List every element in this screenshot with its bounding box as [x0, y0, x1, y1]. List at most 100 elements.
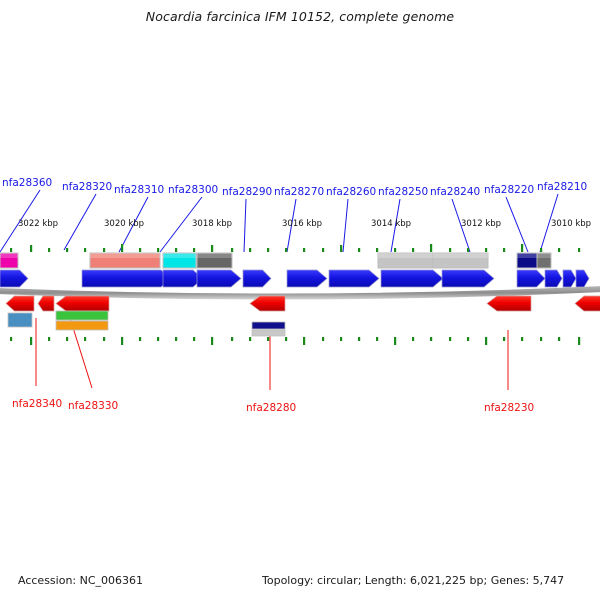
tick-mark	[103, 248, 106, 252]
tick-mark	[66, 248, 69, 252]
tick-mark	[157, 337, 160, 341]
gene-label-forward[interactable]: nfa28360	[2, 177, 53, 189]
gene-arrow-forward[interactable]	[441, 269, 495, 288]
tick-mark	[193, 248, 196, 252]
gene-label-forward[interactable]: nfa28270	[274, 186, 325, 198]
gene-arrow-reverse[interactable]	[37, 295, 55, 312]
tick-mark	[521, 337, 524, 341]
tick-mark	[558, 337, 561, 341]
domain-box-forward[interactable]	[432, 252, 489, 269]
gene-label-reverse[interactable]: nfa28330	[68, 400, 119, 412]
scale-tick-label: 3016 kbp	[282, 219, 323, 229]
domain-box-forward[interactable]	[536, 252, 552, 269]
gene-arrow-forward[interactable]	[562, 269, 577, 288]
gene-arrow-forward[interactable]	[242, 269, 272, 288]
leader-line-forward	[451, 198, 471, 253]
tick-marks-top	[10, 244, 581, 252]
tick-mark	[449, 248, 452, 252]
domain-box-highlight	[378, 253, 433, 258]
tick-mark	[358, 337, 361, 341]
tick-mark	[376, 248, 379, 252]
forward-domain-boxes[interactable]	[0, 252, 552, 269]
domain-box-forward[interactable]	[0, 252, 19, 269]
domain-box-forward[interactable]	[196, 252, 233, 269]
domain-box-highlight	[90, 253, 160, 258]
tick-mark	[139, 337, 142, 341]
tick-mark	[467, 337, 470, 341]
gene-arrow-reverse[interactable]	[249, 295, 286, 312]
domain-box-highlight	[197, 253, 232, 258]
gene-arrow-reverse[interactable]	[5, 295, 35, 312]
domain-box-forward[interactable]	[89, 252, 161, 269]
tick-mark	[66, 337, 69, 341]
tick-mark	[376, 337, 379, 341]
tick-mark	[84, 248, 87, 252]
tick-mark	[267, 248, 270, 252]
gene-label-forward[interactable]: nfa28300	[168, 184, 219, 196]
gene-arrow-forward[interactable]	[380, 269, 444, 288]
gene-arrow-reverse[interactable]	[486, 295, 532, 312]
reverse-domain-boxes[interactable]	[7, 310, 286, 337]
tick-mark	[358, 248, 361, 252]
leader-line-forward	[505, 196, 529, 253]
scale-tick-label: 3018 kbp	[192, 219, 233, 229]
gene-label-forward[interactable]: nfa28310	[114, 184, 165, 196]
gene-label-forward[interactable]: nfa28320	[62, 181, 113, 193]
genome-backbone	[0, 286, 600, 300]
domain-box-highlight	[517, 253, 537, 258]
leader-line-forward	[539, 193, 559, 253]
gene-arrow-forward[interactable]	[575, 269, 590, 288]
leader-line-forward	[159, 196, 203, 253]
gene-label-forward[interactable]: nfa28210	[537, 181, 588, 193]
tick-mark	[175, 248, 178, 252]
tick-mark	[48, 337, 51, 341]
domain-box-reverse[interactable]	[251, 321, 286, 330]
gene-label-reverse[interactable]: nfa28340	[12, 398, 63, 410]
tick-mark	[449, 337, 452, 341]
gene-label-forward[interactable]: nfa28240	[430, 186, 481, 198]
gene-arrow-forward[interactable]	[544, 269, 563, 288]
scale-tick-label: 3014 kbp	[371, 219, 412, 229]
tick-mark	[285, 248, 288, 252]
gene-arrow-forward[interactable]	[0, 269, 29, 288]
domain-box-highlight	[537, 253, 551, 258]
gene-label-reverse[interactable]: nfa28230	[484, 402, 535, 414]
forward-gene-arrows[interactable]	[0, 269, 590, 288]
scale-tick-label: 3010 kbp	[551, 219, 592, 229]
domain-box-reverse[interactable]	[251, 329, 286, 337]
leader-line-forward	[390, 198, 401, 253]
footer-genome-info: Topology: circular; Length: 6,021,225 bp…	[262, 574, 565, 587]
tick-mark	[485, 248, 488, 252]
gene-label-forward[interactable]: nfa28220	[484, 184, 535, 196]
scale-tick-label: 3020 kbp	[104, 219, 145, 229]
tick-mark	[503, 248, 506, 252]
domain-box-highlight	[433, 253, 488, 258]
domain-box-forward[interactable]	[162, 252, 197, 269]
tick-mark	[249, 337, 252, 341]
gene-label-forward[interactable]: nfa28250	[378, 186, 429, 198]
domain-box-reverse[interactable]	[55, 310, 109, 321]
gene-arrow-forward[interactable]	[196, 269, 242, 288]
gene-label-forward[interactable]: nfa28290	[222, 186, 273, 198]
gene-arrow-reverse[interactable]	[55, 295, 110, 312]
gene-arrow-forward[interactable]	[81, 269, 172, 288]
domain-box-reverse[interactable]	[7, 312, 33, 328]
gene-arrow-forward[interactable]	[328, 269, 380, 288]
domain-box-reverse[interactable]	[55, 320, 109, 331]
tick-mark	[412, 337, 415, 341]
tick-mark	[340, 337, 343, 341]
reverse-gene-arrows[interactable]	[5, 295, 600, 312]
tick-mark	[303, 248, 306, 252]
page-title: Nocardia farcinica IFM 10152, complete g…	[145, 9, 455, 24]
gene-label-forward[interactable]: nfa28260	[326, 186, 377, 198]
tick-mark	[285, 337, 288, 341]
gene-arrow-reverse[interactable]	[574, 295, 600, 312]
gene-arrow-forward[interactable]	[286, 269, 328, 288]
tick-mark	[322, 248, 325, 252]
tick-mark	[521, 244, 524, 252]
domain-box-highlight	[0, 253, 18, 258]
gene-arrow-forward[interactable]	[516, 269, 546, 288]
tick-mark	[103, 337, 106, 341]
gene-label-reverse[interactable]: nfa28280	[246, 402, 297, 414]
